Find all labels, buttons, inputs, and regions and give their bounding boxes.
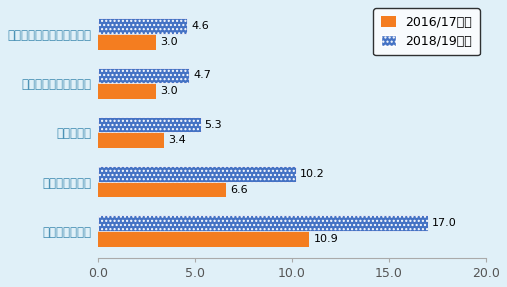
Text: 3.0: 3.0 [160, 86, 177, 96]
Bar [98, 83, 156, 99]
Text: 10.9: 10.9 [313, 234, 338, 244]
Text: 5.3: 5.3 [205, 120, 222, 130]
Bar [98, 215, 428, 231]
Text: 4.7: 4.7 [193, 70, 211, 80]
Bar [98, 133, 164, 148]
Text: 17.0: 17.0 [432, 218, 456, 228]
Bar [98, 34, 156, 50]
Legend: 2016/17年度, 2018/19年度: 2016/17年度, 2018/19年度 [373, 8, 480, 55]
Text: 3.0: 3.0 [160, 37, 177, 47]
Text: 4.6: 4.6 [191, 21, 209, 31]
Bar [98, 18, 187, 34]
Text: 6.6: 6.6 [230, 185, 247, 195]
Text: 10.2: 10.2 [300, 169, 324, 179]
Bar [98, 231, 309, 247]
Bar [98, 182, 226, 197]
Bar [98, 67, 189, 83]
Text: 3.4: 3.4 [168, 135, 186, 145]
Bar [98, 166, 296, 182]
Bar [98, 117, 201, 133]
